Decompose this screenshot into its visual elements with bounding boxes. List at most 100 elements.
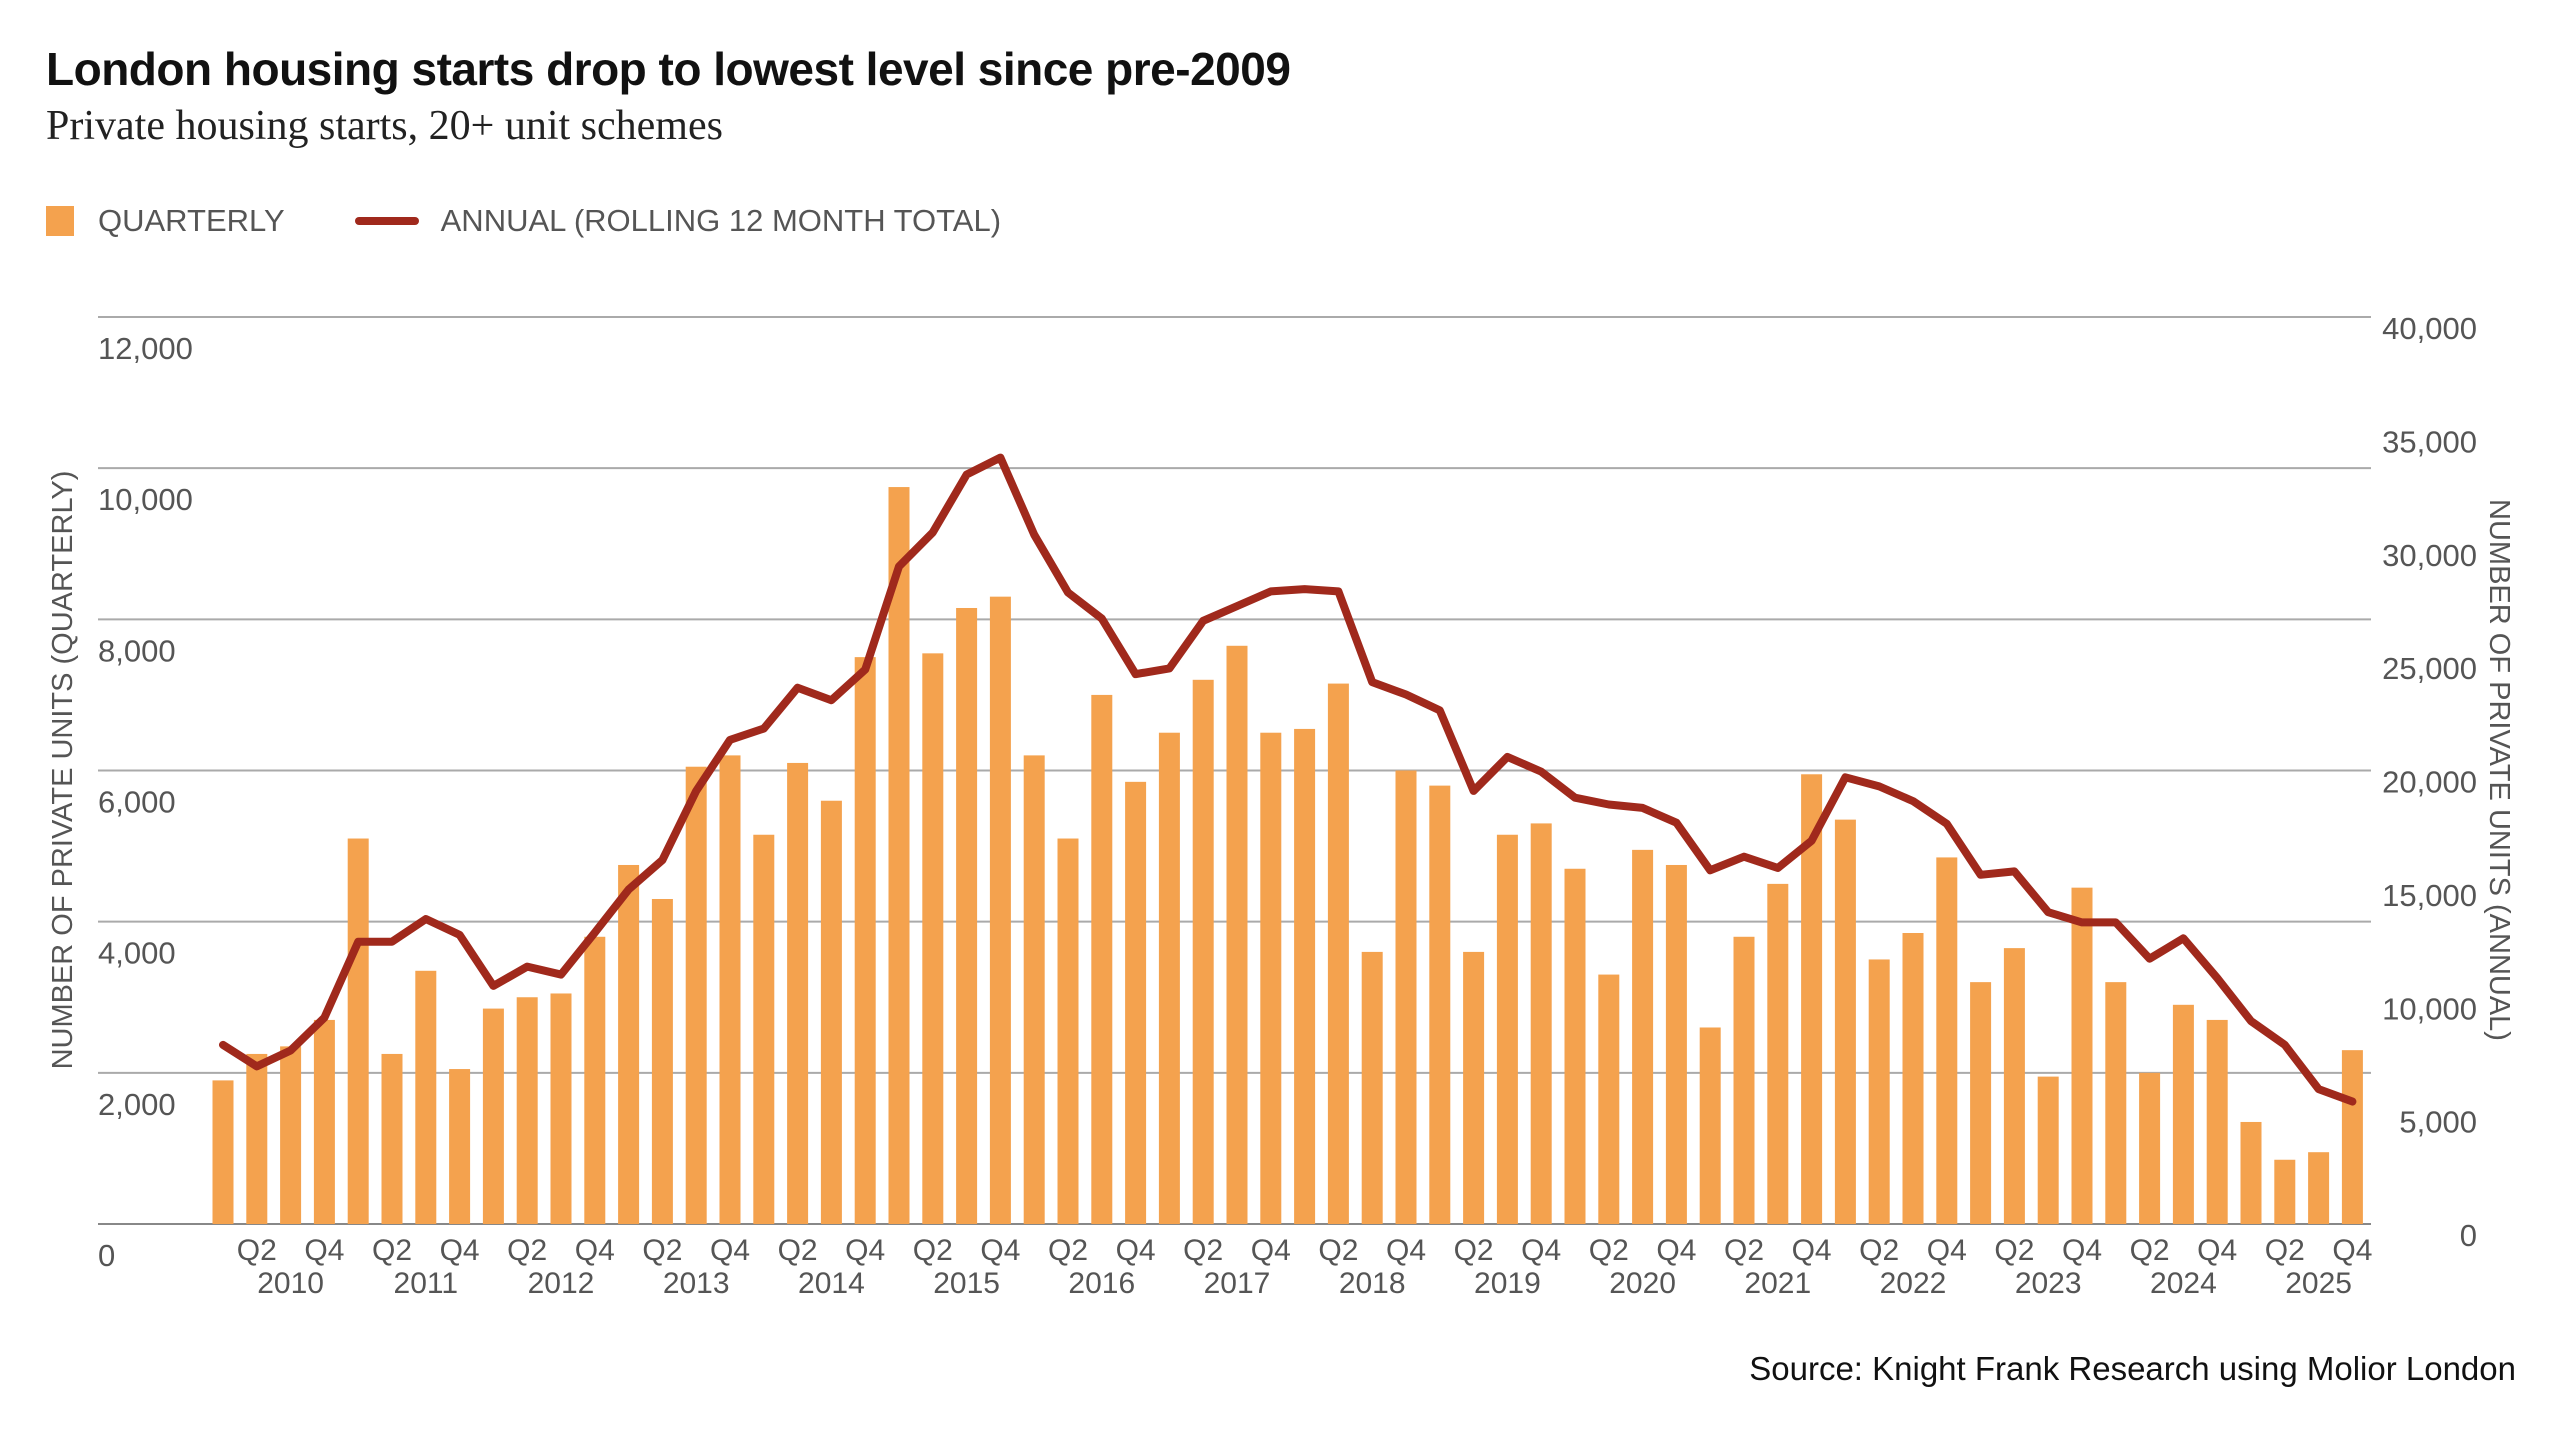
bar-quarterly: [719, 755, 741, 1224]
bar-quarterly: [1091, 694, 1113, 1224]
bar-quarterly: [1868, 959, 1890, 1224]
chart-title: London housing starts drop to lowest lev…: [46, 43, 1291, 95]
x-tick-label-q2: Q2: [1859, 1234, 1899, 1267]
source-note: Source: Knight Frank Research using Moli…: [1749, 1350, 2516, 1387]
bar-quarterly: [618, 864, 640, 1224]
x-tick-label-q4: Q4: [1792, 1234, 1832, 1267]
x-year-label: 2014: [798, 1267, 865, 1300]
x-tick-label-q4: Q4: [845, 1234, 885, 1267]
x-tick-label-q2: Q2: [1454, 1234, 1494, 1267]
x-tick-label-q4: Q4: [1521, 1234, 1561, 1267]
bar-quarterly: [1327, 683, 1349, 1224]
bar-quarterly: [313, 1019, 335, 1224]
bar-quarterly: [1395, 770, 1417, 1224]
y-left-tick-label: 0: [98, 1238, 115, 1273]
x-tick-label-q2: Q2: [778, 1234, 818, 1267]
bar-quarterly: [1699, 1027, 1721, 1224]
bar-quarterly: [2172, 1004, 2194, 1224]
bar-quarterly: [2037, 1076, 2059, 1224]
y-right-tick-label: 40,000: [2382, 311, 2477, 346]
bar-quarterly: [584, 936, 606, 1224]
x-tick-label-q4: Q4: [1251, 1234, 1291, 1267]
x-tick-label-q4: Q4: [1386, 1234, 1426, 1267]
y-left-tick-label: 12,000: [98, 331, 193, 366]
bar-quarterly: [2139, 1072, 2161, 1224]
x-tick-label-q2: Q2: [2265, 1234, 2305, 1267]
bar-quarterly: [1125, 781, 1147, 1224]
y-left-tick-label: 6,000: [98, 785, 176, 820]
bar-quarterly: [787, 762, 809, 1224]
x-tick-label-q4: Q4: [304, 1234, 344, 1267]
x-year-label: 2019: [1474, 1267, 1541, 1300]
line-annual: [219, 453, 2357, 1106]
x-year-label: 2024: [2150, 1267, 2217, 1300]
bar-quarterly: [1260, 732, 1282, 1224]
bar-quarterly: [347, 838, 369, 1224]
bar-quarterly: [1429, 785, 1451, 1224]
x-tick-label-q4: Q4: [710, 1234, 750, 1267]
bar-quarterly: [1834, 819, 1856, 1224]
x-year-label: 2025: [2285, 1267, 2352, 1300]
bar-quarterly: [1665, 864, 1687, 1224]
bar-quarterly: [1361, 951, 1383, 1224]
bar-quarterly: [449, 1069, 471, 1224]
bar-quarterly: [2071, 887, 2093, 1224]
x-tick-label-q4: Q4: [980, 1234, 1020, 1267]
x-year-label: 2012: [528, 1267, 595, 1300]
y-right-tick-label: 25,000: [2382, 651, 2477, 686]
bar-quarterly: [1226, 645, 1248, 1224]
y-left-tick-label: 4,000: [98, 936, 176, 971]
legend-label-annual: ANNUAL (ROLLING 12 MONTH TOTAL): [440, 203, 1002, 238]
x-tick-label-q2: Q2: [372, 1234, 412, 1267]
y-right-tick-label: 35,000: [2382, 424, 2477, 459]
bar-quarterly: [651, 898, 673, 1224]
bar-quarterly: [1632, 849, 1654, 1224]
bar-quarterly: [1463, 951, 1485, 1224]
x-year-label: 2023: [2015, 1267, 2082, 1300]
x-tick-label-q2: Q2: [1994, 1234, 2034, 1267]
bar-quarterly: [246, 1053, 268, 1224]
x-year-label: 2021: [1744, 1267, 1811, 1300]
bar-quarterly: [1902, 933, 1924, 1224]
y-right-axis-title: NUMBER OF PRIVATE UNITS (ANNUAL): [2483, 499, 2515, 1041]
bar-quarterly: [1970, 982, 1992, 1224]
bar-quarterly: [2274, 1159, 2296, 1224]
bar-quarterly: [2308, 1152, 2330, 1224]
bar-quarterly: [381, 1053, 403, 1224]
x-year-label: 2016: [1068, 1267, 1135, 1300]
y-right-tick-label: 30,000: [2382, 538, 2477, 573]
x-tick-label-q2: Q2: [1724, 1234, 1764, 1267]
bar-quarterly: [1598, 974, 1620, 1224]
x-year-label: 2022: [1880, 1267, 1947, 1300]
bar-quarterly: [1496, 834, 1518, 1224]
x-tick-label-q2: Q2: [507, 1234, 547, 1267]
y-right-tick-label: 20,000: [2382, 765, 2477, 800]
bar-quarterly: [1530, 823, 1552, 1224]
x-year-label: 2010: [257, 1267, 324, 1300]
bar-quarterly: [956, 607, 978, 1224]
bar-quarterly: [1294, 728, 1316, 1224]
y-right-tick-label: 15,000: [2382, 878, 2477, 913]
y-left-tick-label: 8,000: [98, 633, 176, 668]
bar-quarterly: [1057, 838, 1079, 1224]
x-year-label: 2015: [933, 1267, 1000, 1300]
bar-quarterly: [212, 1080, 234, 1224]
x-tick-label-q4: Q4: [440, 1234, 480, 1267]
y-right-tick-label: 5,000: [2399, 1105, 2477, 1140]
bar-quarterly: [2341, 1050, 2363, 1224]
bar-quarterly: [1801, 774, 1823, 1224]
x-year-label: 2018: [1339, 1267, 1406, 1300]
x-tick-label-q2: Q2: [1318, 1234, 1358, 1267]
chart-subtitle: Private housing starts, 20+ unit schemes: [46, 103, 723, 149]
y-left-axis-title: NUMBER OF PRIVATE UNITS (QUARTERLY): [47, 471, 79, 1070]
x-tick-label-q4: Q4: [2332, 1234, 2372, 1267]
bar-quarterly: [1023, 755, 1045, 1224]
x-year-label: 2013: [663, 1267, 730, 1300]
x-year-label: 2017: [1204, 1267, 1271, 1300]
y-left-tick-label: 2,000: [98, 1087, 176, 1122]
bar-quarterly: [2206, 1019, 2228, 1224]
x-tick-label-q2: Q2: [642, 1234, 682, 1267]
bar-quarterly: [2003, 948, 2025, 1224]
legend-swatch-quarterly: [46, 206, 74, 236]
